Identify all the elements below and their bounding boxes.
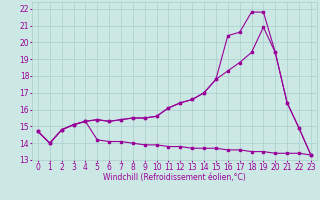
X-axis label: Windchill (Refroidissement éolien,°C): Windchill (Refroidissement éolien,°C) xyxy=(103,173,246,182)
